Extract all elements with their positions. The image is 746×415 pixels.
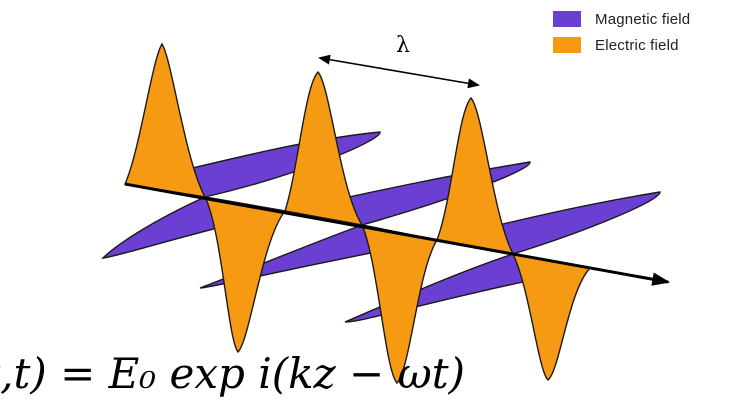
electric-lobe-2 — [203, 196, 287, 354]
electric-swatch — [553, 37, 581, 53]
legend-label-magnetic: Magnetic field — [595, 10, 691, 28]
legend-item-electric: Electric field — [553, 32, 690, 58]
wavelength-label: λ — [396, 33, 410, 58]
electric-lobe-5 — [436, 96, 515, 255]
electric-lobe-6 — [511, 253, 592, 381]
magnetic-swatch — [553, 11, 581, 27]
electric-lobe-4 — [360, 224, 439, 385]
legend: Magnetic field Electric field — [553, 6, 690, 58]
legend-label-electric: Electric field — [595, 36, 679, 54]
wave-equation: z,t) = E₀ exp i(kz − ωt) — [0, 349, 466, 398]
wavelength-arrow — [318, 54, 480, 89]
equation-area: z,t) = E₀ exp i(kz − ωt) — [0, 343, 746, 415]
electric-lobe-3 — [284, 70, 364, 226]
propagation-axis-arrow — [124, 182, 671, 286]
electric-lobe-1 — [123, 42, 207, 198]
electric-field-wave — [123, 42, 592, 385]
legend-item-magnetic: Magnetic field — [553, 6, 690, 32]
